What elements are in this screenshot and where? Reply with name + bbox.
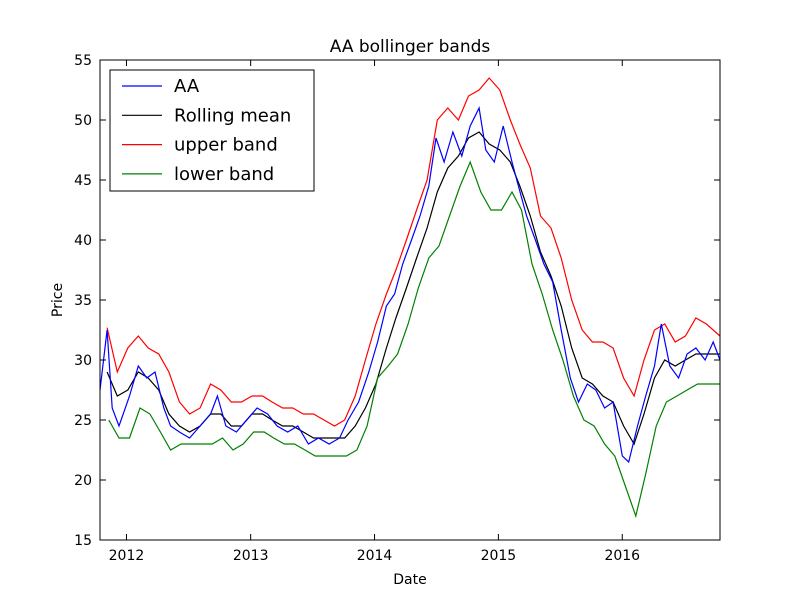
- y-tick-label: 15: [74, 533, 92, 549]
- legend-label: lower band: [174, 164, 274, 185]
- legend-label: upper band: [174, 135, 278, 156]
- y-tick-label: 50: [74, 113, 92, 129]
- y-tick-label: 55: [74, 53, 92, 69]
- x-tick-label: 2014: [357, 548, 393, 564]
- legend-label: Rolling mean: [174, 105, 291, 126]
- series-line-lower-band: [108, 160, 720, 519]
- legend: AA Rolling mean upper band lower band: [109, 69, 315, 192]
- series-line-aa: [99, 106, 721, 464]
- y-tick-label: 35: [74, 293, 92, 309]
- axes-layer: 15 20 25 30 35 40 45 50 55 2012 2013 2014 2015 2016: [74, 53, 720, 564]
- y-tick-label: 20: [74, 473, 92, 489]
- x-tick-label: 2012: [109, 548, 145, 564]
- series-layer: [99, 77, 721, 519]
- y-tick-label: 30: [74, 353, 92, 369]
- x-tick-label: 2013: [233, 548, 269, 564]
- series-line-upper-band: [106, 77, 721, 427]
- y-axis-label: Price: [50, 283, 66, 317]
- x-tick-label: 2015: [481, 548, 517, 564]
- chart-title: AA bollinger bands: [330, 37, 491, 57]
- x-axis-label: Date: [393, 572, 426, 588]
- legend-label: AA: [174, 76, 200, 97]
- legend-box: [109, 69, 315, 192]
- y-tick-label: 45: [74, 173, 92, 189]
- y-tick-label: 25: [74, 413, 92, 429]
- x-tick-label: 2016: [604, 548, 640, 564]
- y-tick-label: 40: [74, 233, 92, 249]
